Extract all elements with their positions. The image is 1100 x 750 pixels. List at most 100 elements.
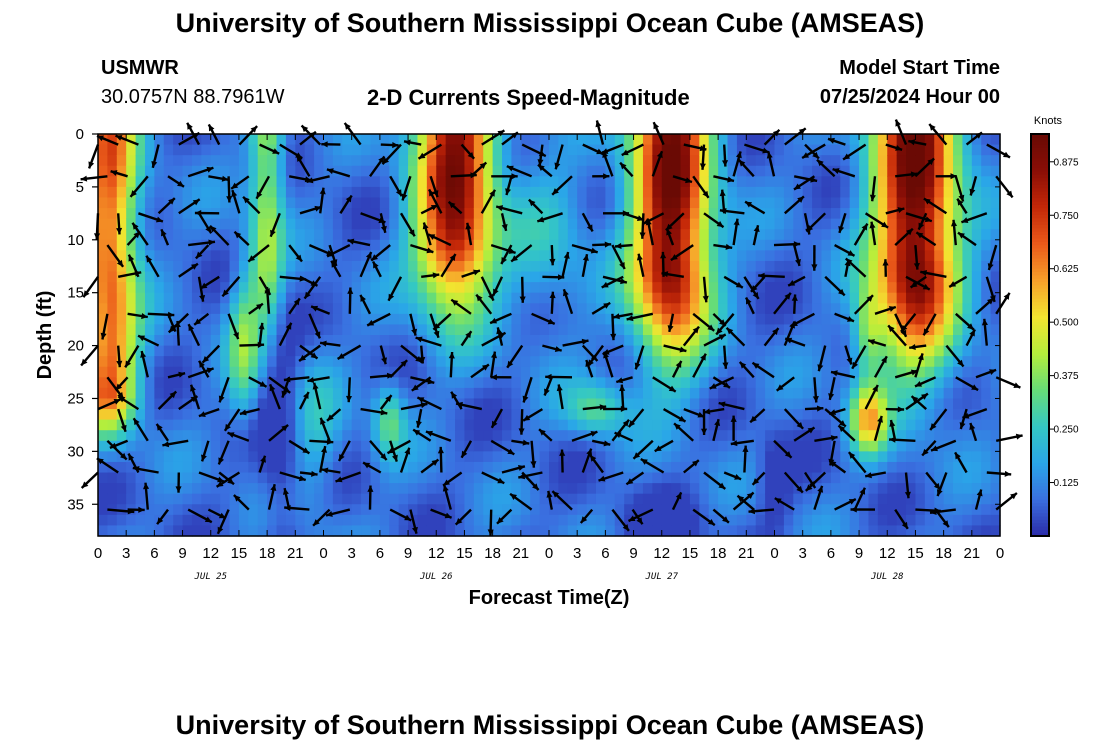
heatmap-cell [577,250,588,262]
heatmap-cell [304,165,315,177]
heatmap-cell [624,377,635,389]
heatmap-cell [314,387,325,400]
heatmap-cell [981,239,992,251]
heatmap-cell [793,186,804,199]
heatmap-cell [934,472,945,484]
current-arrow [400,402,428,411]
heatmap-cell [473,282,484,294]
current-arrow [929,508,956,516]
heatmap-cell [671,525,682,537]
heatmap-cell [473,483,484,495]
heatmap-cell [633,208,644,220]
heatmap-cell [774,335,785,347]
heatmap-cell [492,514,503,527]
heatmap-cell [605,303,616,315]
colorbar-swatch [1031,324,1049,329]
heatmap-cell [464,525,475,537]
heatmap-cell [877,303,888,315]
heatmap-cell [135,430,146,442]
heatmap-cell [285,313,296,326]
heatmap-cell [906,493,917,505]
current-arrow [742,445,749,473]
heatmap-cell [445,229,456,241]
heatmap-cell [953,218,964,230]
heatmap-cell [680,398,691,410]
heatmap-cell [473,430,484,442]
heatmap-cell [586,218,597,230]
heatmap-cell [755,398,766,410]
heatmap-cell [586,208,597,220]
heatmap-cell [398,419,409,431]
heatmap-cell [163,292,174,304]
heatmap-cell [314,239,325,251]
heatmap-cell [981,409,992,421]
current-arrow [766,151,776,177]
heatmap-cell [304,419,315,431]
heatmap-cell [144,398,155,410]
current-arrow [221,276,241,298]
current-arrow [367,485,374,510]
heatmap-cell [765,260,776,273]
x-tick-label: 12 [653,545,670,562]
heatmap-cell [708,451,719,463]
heatmap-cell [736,134,747,146]
heatmap-cell [671,208,682,220]
current-arrow [238,125,258,146]
heatmap-cell [520,218,531,230]
heatmap-cell [492,250,503,262]
heatmap-cell [577,186,588,199]
heatmap-cell [248,451,259,463]
current-arrow [460,440,473,459]
heatmap-cell [699,504,710,516]
heatmap-cell [445,218,456,230]
heatmap-cell [370,271,381,283]
heatmap-cell [483,525,494,537]
heatmap-cell [464,472,475,484]
heatmap-cell [530,514,541,527]
heatmap-cell [915,250,926,262]
heatmap-cell [661,493,672,505]
heatmap-cell [173,250,184,262]
heatmap-cell [163,356,174,368]
heatmap-cell [736,387,747,400]
heatmap-cell [755,271,766,283]
heatmap-cell [689,472,700,484]
heatmap-cell [191,430,202,442]
heatmap-cell [520,504,531,516]
heatmap-cell [361,303,372,315]
heatmap-cell [812,313,823,326]
heatmap-cell [830,197,841,209]
heatmap-cell [229,366,240,378]
heatmap-cell [220,218,231,230]
heatmap-cell [248,377,259,389]
heatmap-cell [849,303,860,315]
heatmap-cell [389,461,400,474]
heatmap-cell [680,387,691,400]
heatmap-cell [267,419,278,431]
heatmap-cell [389,250,400,262]
heatmap-cell [887,313,898,326]
heatmap-cell [520,292,531,304]
heatmap-cell [595,271,606,283]
heatmap-cell [220,239,231,251]
current-arrow [894,508,909,530]
heatmap-cell [182,335,193,347]
heatmap-cell [445,292,456,304]
colorbar-swatch [1031,432,1049,437]
current-arrow [712,508,730,524]
heatmap-cell [220,292,231,304]
heatmap-cell [144,260,155,273]
heatmap-cell [642,155,653,167]
heatmap-cell [257,186,268,199]
heatmap-cell [210,493,221,505]
heatmap-cell [201,525,212,537]
heatmap-cell [727,303,738,315]
heatmap-cell [342,144,353,156]
current-arrow [379,213,387,234]
heatmap-cell [492,134,503,146]
heatmap-cell [238,176,249,188]
heatmap-cell [746,176,757,188]
heatmap-cell [671,186,682,199]
heatmap-cell [511,176,522,188]
heatmap-cell [605,197,616,209]
